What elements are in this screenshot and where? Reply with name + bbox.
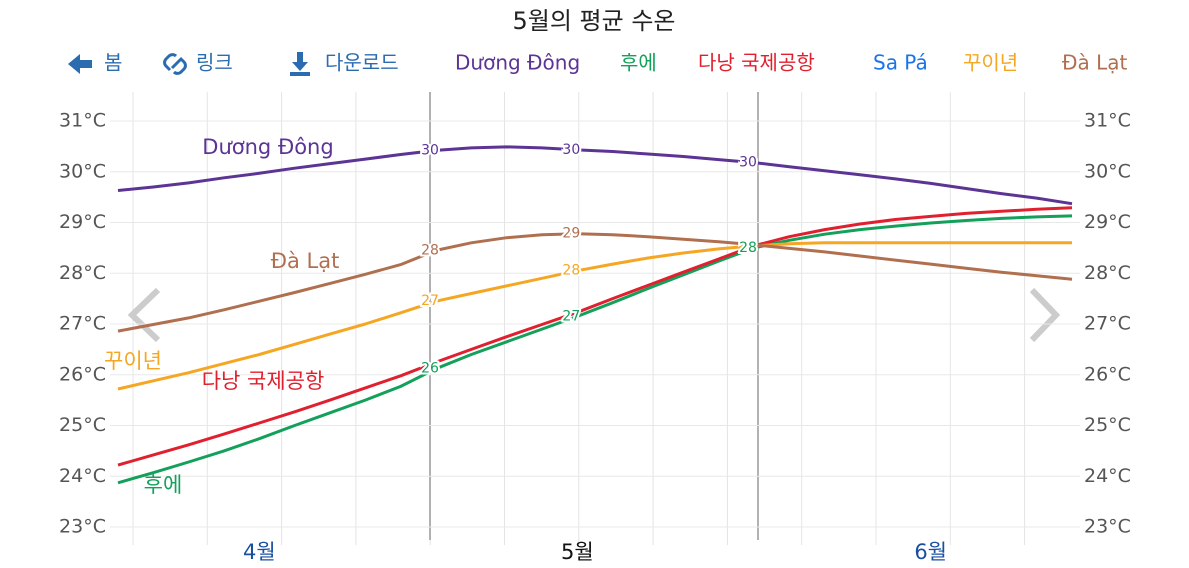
back-button[interactable]: 봄 [68, 51, 122, 75]
value-label: 28 [421, 242, 439, 258]
x-tick-label[interactable]: 6월 [914, 540, 947, 564]
back-icon [68, 54, 92, 74]
y-tick-label: 29°C [59, 211, 106, 233]
download-label[interactable]: 다운로드 [325, 51, 399, 75]
legend-entry[interactable]: Sa Pá [873, 51, 928, 75]
back-label[interactable]: 봄 [104, 51, 122, 75]
value-label: 30 [421, 142, 439, 158]
series-line [117, 206, 1073, 467]
download-button[interactable]: 다운로드 [290, 51, 399, 77]
next-arrow[interactable] [1029, 287, 1061, 343]
value-label: 28 [739, 240, 757, 256]
legend-entry[interactable]: 후에 [620, 51, 657, 75]
legend-entry[interactable]: 다낭 국제공항 [698, 51, 815, 75]
y2-tick-label: 25°C [1084, 414, 1131, 436]
value-label: 29 [562, 226, 580, 242]
value-label: 27 [421, 293, 439, 309]
y-tick-label: 23°C [59, 516, 106, 538]
y2-tick-label: 30°C [1084, 160, 1131, 182]
y2-tick-label: 26°C [1084, 363, 1131, 385]
value-label: 26 [421, 361, 439, 377]
x-tick-label[interactable]: 4월 [243, 540, 276, 564]
y2-tick-label: 27°C [1084, 313, 1131, 335]
y2-tick-label: 29°C [1084, 211, 1131, 233]
y-tick-label: 26°C [59, 363, 106, 385]
series-line [117, 214, 1073, 485]
x-tick-label: 5월 [561, 540, 594, 564]
series-name-label: Đà Lạt [271, 249, 340, 273]
legend-entry[interactable]: Đà Lạt [1062, 51, 1128, 75]
legend-entry[interactable]: Dương Đông [455, 51, 580, 75]
y2-tick-label: 28°C [1084, 262, 1131, 284]
value-label: 30 [739, 155, 757, 171]
y2-tick-label: 24°C [1084, 465, 1131, 487]
y-tick-label: 30°C [59, 160, 106, 182]
legend-entry[interactable]: 꾸이년 [963, 51, 1018, 75]
y-tick-label: 31°C [59, 110, 106, 132]
series-line [117, 145, 1073, 206]
y-tick-label: 25°C [59, 414, 106, 436]
series-name-label: 다낭 국제공항 [202, 369, 325, 393]
value-label: 27 [562, 308, 580, 324]
series-name-label: 후에 [144, 473, 183, 497]
series-name-label: 꾸이년 [104, 349, 162, 373]
link-label[interactable]: 링크 [196, 51, 233, 75]
value-label: 28 [562, 263, 580, 279]
link-icon [163, 53, 187, 75]
y-tick-label: 28°C [59, 262, 106, 284]
chart-title: 5월의 평균 수온 [512, 7, 675, 35]
download-icon [290, 52, 310, 76]
y2-tick-label: 23°C [1084, 516, 1131, 538]
link-button[interactable]: 링크 [163, 51, 233, 75]
y-tick-label: 27°C [59, 313, 106, 335]
series-line [117, 241, 1072, 391]
series-line [117, 232, 1073, 333]
value-label: 30 [562, 142, 580, 158]
y2-tick-label: 31°C [1084, 110, 1131, 132]
y-tick-label: 24°C [59, 465, 106, 487]
series-name-label: Dương Đông [202, 135, 333, 159]
prev-arrow[interactable] [127, 287, 161, 343]
